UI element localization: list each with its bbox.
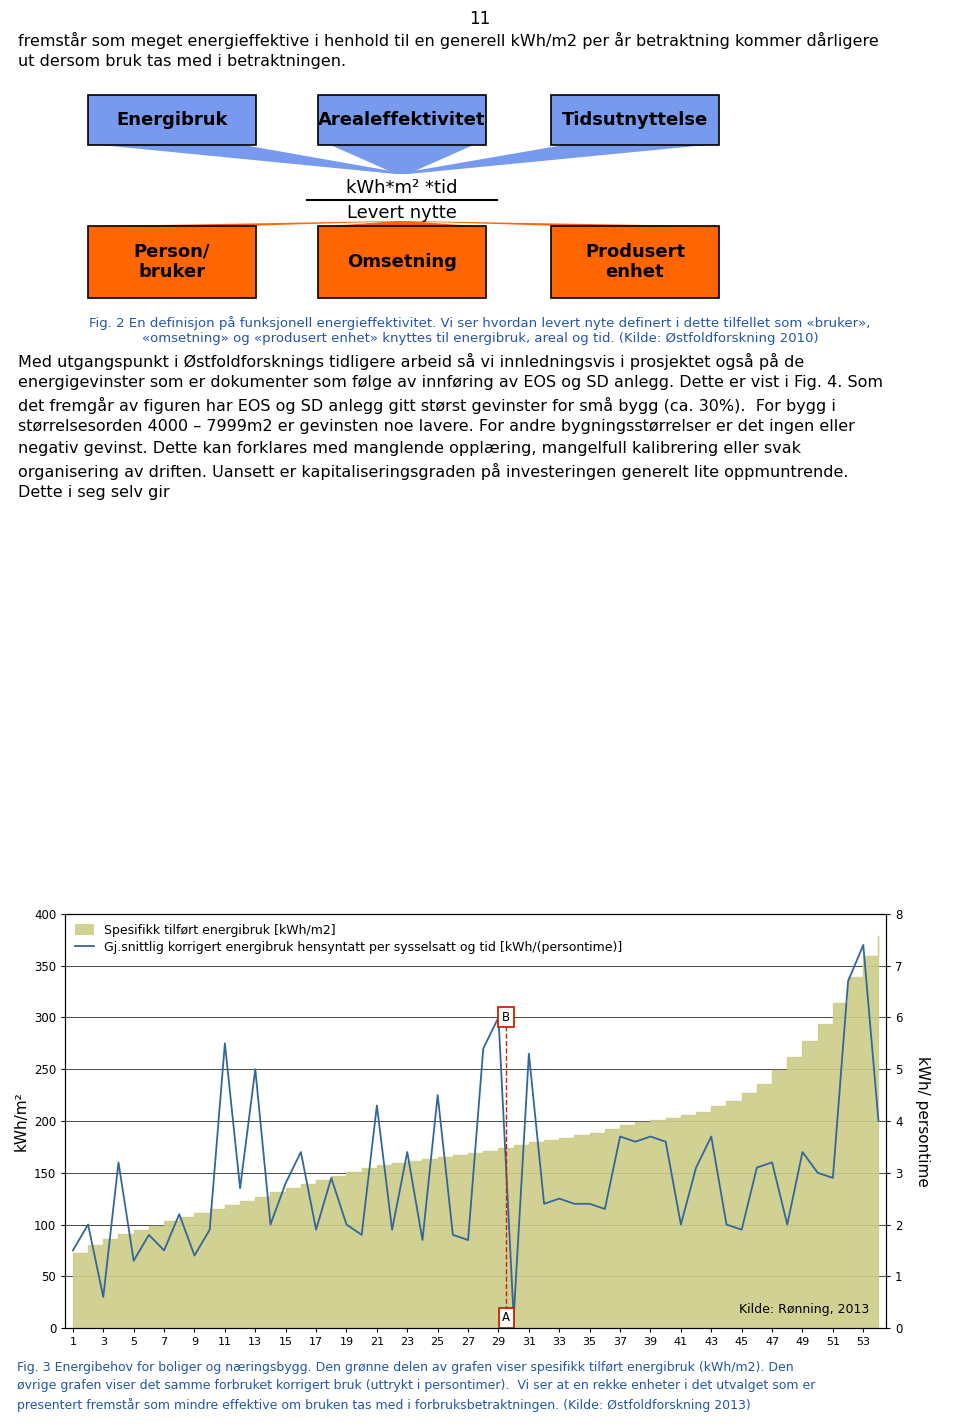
Text: Omsetning: Omsetning [348, 253, 457, 271]
Text: Levert nytte: Levert nytte [348, 204, 457, 221]
FancyBboxPatch shape [318, 226, 486, 298]
Text: Tidsutnyttelse: Tidsutnyttelse [562, 111, 708, 129]
Text: A: A [502, 1311, 510, 1324]
Text: Fig. 2 En definisjon på funksjonell energieffektivitet. Vi ser hvordan levert ny: Fig. 2 En definisjon på funksjonell ener… [89, 316, 871, 330]
Text: Energibruk: Energibruk [116, 111, 228, 129]
Text: ut dersom bruk tas med i betraktningen.: ut dersom bruk tas med i betraktningen. [18, 54, 347, 69]
Text: fremstår som meget energieffektive i henhold til en generell kWh/m2 per år betra: fremstår som meget energieffektive i hen… [18, 31, 878, 49]
Polygon shape [330, 221, 473, 226]
FancyBboxPatch shape [551, 226, 719, 298]
Text: energigevinster som er dokumenter som følge av innføring av EOS og SD anlegg. De: energigevinster som er dokumenter som fø… [18, 376, 883, 390]
Legend: Spesifikk tilført energibruk [kWh/m2], Gj.snittlig korrigert energibruk hensynta: Spesifikk tilført energibruk [kWh/m2], G… [72, 920, 626, 957]
Polygon shape [396, 221, 707, 226]
Text: Dette i seg selv gir: Dette i seg selv gir [18, 486, 170, 500]
Text: Produsert
enhet: Produsert enhet [585, 243, 685, 281]
Text: Kilde: Rønning, 2013: Kilde: Rønning, 2013 [739, 1302, 870, 1315]
FancyBboxPatch shape [318, 96, 486, 146]
Polygon shape [330, 146, 473, 174]
Text: negativ gevinst. Dette kan forklares med manglende opplæring, mangelfull kalibre: negativ gevinst. Dette kan forklares med… [18, 441, 801, 456]
Text: 11: 11 [469, 10, 491, 29]
FancyBboxPatch shape [88, 96, 256, 146]
Text: organisering av driften. Uansett er kapitaliseringsgraden på investeringen gener: organisering av driften. Uansett er kapi… [18, 463, 849, 480]
Text: B: B [502, 1011, 510, 1024]
Text: presentert fremstår som mindre effektive om bruken tas med i forbruksbetraktning: presentert fremstår som mindre effektive… [17, 1398, 751, 1412]
Text: «omsetning» og «produsert enhet» knyttes til energibruk, areal og tid. (Kilde: Ø: «omsetning» og «produsert enhet» knyttes… [142, 331, 818, 346]
Text: øvrige grafen viser det samme forbruket korrigert bruk (uttrykt i persontimer). : øvrige grafen viser det samme forbruket … [17, 1379, 816, 1392]
Polygon shape [101, 221, 408, 226]
Text: Fig. 3 Energibehov for boliger og næringsbygg. Den grønne delen av grafen viser : Fig. 3 Energibehov for boliger og næring… [17, 1361, 794, 1374]
Text: det fremgår av figuren har EOS og SD anlegg gitt størst gevinster for små bygg (: det fremgår av figuren har EOS og SD anl… [18, 397, 836, 414]
FancyBboxPatch shape [88, 226, 256, 298]
Polygon shape [396, 146, 707, 174]
Text: Arealeffektivitet: Arealeffektivitet [319, 111, 486, 129]
Polygon shape [101, 146, 408, 174]
Text: Med utgangspunkt i Østfoldforsknings tidligere arbeid så vi innledningsvis i pro: Med utgangspunkt i Østfoldforsknings tid… [18, 353, 804, 370]
Y-axis label: kWh/ persontime: kWh/ persontime [916, 1055, 930, 1187]
Text: Person/
bruker: Person/ bruker [133, 243, 210, 281]
Text: størrelsesorden 4000 – 7999m2 er gevinsten noe lavere. For andre bygningsstørrel: størrelsesorden 4000 – 7999m2 er gevinst… [18, 418, 854, 434]
FancyBboxPatch shape [551, 96, 719, 146]
Text: kWh*m² *tid: kWh*m² *tid [347, 178, 458, 197]
Y-axis label: kWh/m²: kWh/m² [13, 1091, 29, 1151]
